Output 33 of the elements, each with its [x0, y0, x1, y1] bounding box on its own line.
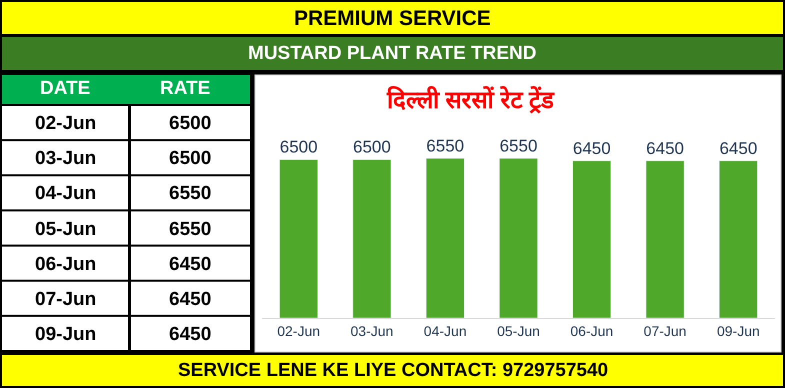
x-tick-label: 03-Jun: [350, 322, 394, 339]
text: SERVICE LENE KE LIYE CONTACT: 9729757540: [178, 360, 608, 381]
x-tick-label: 09-Jun: [716, 322, 760, 339]
category-label: 02-Jun: [35, 113, 96, 134]
x-tick-label: 07-Jun: [644, 322, 686, 339]
category-label: 06-Jun: [35, 254, 96, 275]
text: 6450: [169, 254, 212, 275]
text: 6500: [169, 113, 212, 134]
data-label: 6450: [646, 138, 684, 158]
x-tick-label: 06-Jun: [570, 322, 614, 339]
data-label: 6550: [426, 136, 464, 156]
chart-subtitle: MUSTARD PLANT RATE TREND: [248, 43, 536, 64]
data-label: 6450: [719, 138, 758, 158]
data-label: 6550: [500, 136, 538, 156]
text: DATE: [40, 78, 90, 99]
data-label: 6450: [572, 138, 611, 158]
data-label: 6500: [353, 138, 391, 157]
text: RATE: [160, 78, 210, 99]
category-label: 04-Jun: [35, 183, 96, 204]
x-tick-label: 05-Jun: [497, 322, 540, 339]
text: 6500: [169, 148, 212, 169]
text: 6450: [169, 324, 212, 345]
text: 6550: [169, 219, 212, 240]
x-tick-label: 04-Jun: [424, 322, 467, 339]
data-label: 6500: [280, 138, 318, 157]
x-tick-label: 02-Jun: [277, 322, 320, 339]
text: 6450: [169, 289, 212, 310]
category-label: 03-Jun: [35, 148, 96, 169]
chart-title: PREMIUM SERVICE: [294, 7, 491, 30]
x-axis-title: दिल्ली सरसों रेट ट्रेंड: [386, 86, 556, 114]
text: 6550: [169, 183, 212, 204]
category-label: 05-Jun: [35, 219, 96, 240]
category-label: 07-Jun: [35, 289, 96, 310]
